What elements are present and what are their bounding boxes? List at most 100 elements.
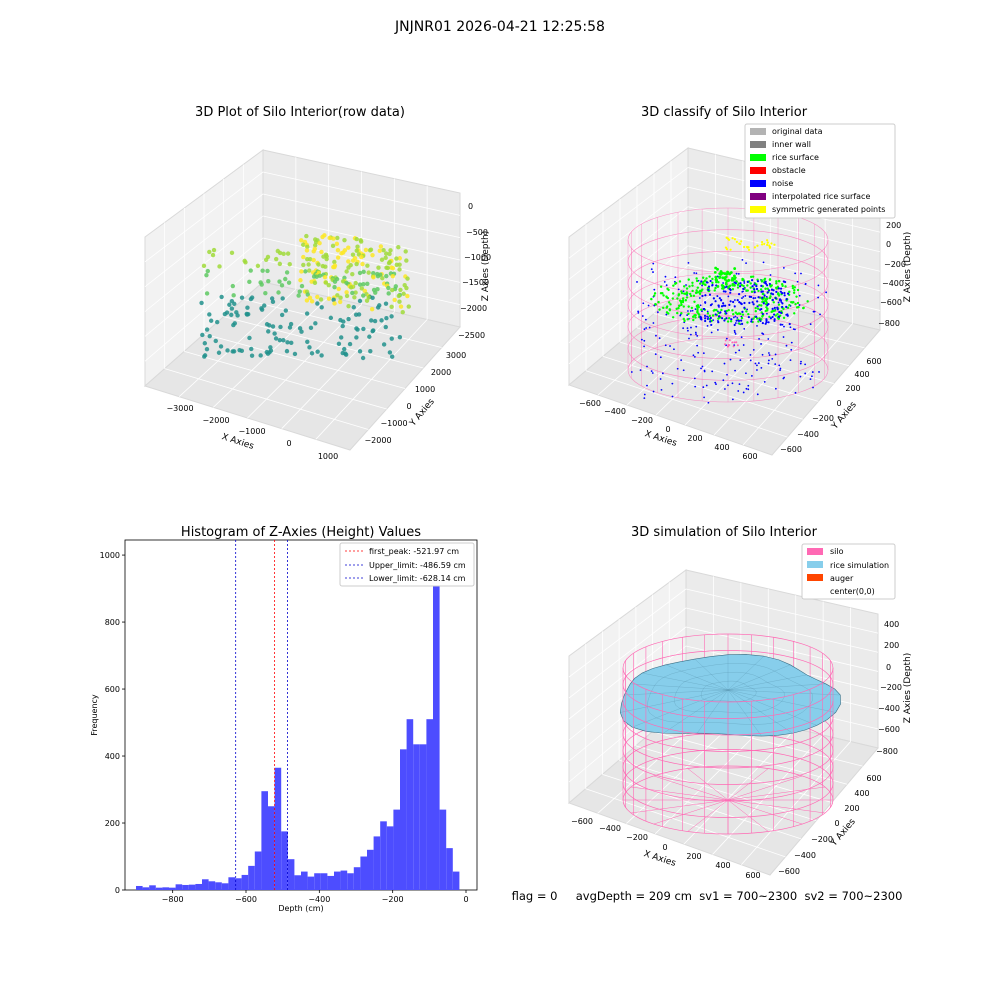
raw-point [265, 351, 271, 356]
noise-point [724, 388, 726, 390]
rice-surface-point [756, 307, 760, 310]
rice-surface-point [691, 284, 694, 287]
raw-point [339, 335, 344, 340]
sim-xtick: 400 [715, 861, 730, 870]
status-line: flag = 0 avgDepth = 209 cm sv1 = 700~230… [512, 889, 903, 903]
raw-point [369, 307, 375, 312]
raw-point [277, 337, 283, 343]
noise-point [742, 295, 745, 298]
grid-line [654, 722, 769, 835]
raw-point [321, 254, 326, 259]
rice-surface-point [761, 300, 764, 304]
wall-point [724, 339, 727, 342]
noise-point [767, 352, 770, 354]
raw-point [225, 348, 230, 353]
sim-ztick: −600 [878, 725, 900, 734]
raw-point [403, 249, 408, 254]
noise-point [664, 275, 667, 278]
hist-legend-box [339, 542, 475, 587]
noise-point [747, 384, 750, 387]
raw-point [379, 257, 385, 262]
grid-line [568, 245, 689, 344]
noise-point [756, 280, 760, 283]
raw-ztick: −500 [466, 228, 488, 237]
raw-point [342, 346, 347, 352]
noise-point [644, 318, 647, 321]
raw-point [338, 295, 343, 300]
hist-xtick-label: −600 [235, 895, 257, 904]
raw-point [323, 264, 328, 269]
grid-line [685, 588, 879, 634]
legend-label-obstacle: obstacle [772, 166, 806, 175]
rice-surface-point [672, 292, 675, 295]
rice-surface-point [738, 322, 741, 325]
grid-line [568, 626, 687, 720]
raw-point [202, 341, 208, 346]
rice-surface-point [795, 295, 798, 298]
raw-point [263, 290, 268, 296]
rice-surface-point [696, 304, 700, 307]
silo-floor-spoke [653, 775, 729, 801]
noise-point [714, 381, 717, 384]
raw-point [308, 325, 314, 331]
raw-point [277, 261, 283, 267]
raw-zlabel: Z Axies (Depth) [481, 231, 491, 302]
noise-point [747, 388, 750, 391]
rice-surface-point [750, 290, 754, 293]
raw-point [381, 247, 386, 253]
raw-point [304, 248, 310, 253]
rice-surface-point [758, 303, 761, 307]
noise-point [752, 303, 755, 306]
noise-point [786, 313, 789, 316]
rice-surface-point [678, 299, 682, 302]
raw-point [401, 291, 406, 296]
noise-point [703, 314, 707, 317]
raw-point [244, 312, 250, 317]
rice-surface-point [708, 314, 711, 318]
noise-point [756, 393, 759, 396]
rice-surface-point [790, 300, 793, 304]
hist-bar [406, 719, 414, 890]
noise-point [734, 351, 737, 354]
noise-point [779, 290, 782, 293]
grid-line [568, 588, 687, 678]
hist-bar [327, 875, 334, 890]
raw-point [375, 305, 381, 310]
hist-title: Histogram of Z-Axies (Height) Values [181, 525, 421, 540]
rice-surface-point [690, 306, 694, 310]
sim-ztick: 0 [886, 663, 891, 672]
raw-point [344, 290, 349, 295]
hist-bar [175, 884, 183, 890]
raw-point [342, 237, 347, 243]
raw-point [307, 295, 313, 300]
raw-point [314, 274, 319, 279]
noise-point [783, 291, 786, 295]
noise-point [729, 291, 732, 294]
noise-point [658, 337, 661, 340]
noise-point [750, 279, 754, 282]
noise-point [643, 393, 646, 396]
classify-xtick: 0 [665, 425, 670, 434]
sim-xtick: 200 [686, 852, 701, 861]
raw-point [367, 248, 373, 253]
noise-point [773, 318, 776, 321]
noise-point [703, 369, 706, 372]
raw-ytick: 3000 [446, 351, 466, 360]
rice-surface-point [742, 284, 745, 288]
classify-ytick: 400 [854, 370, 869, 379]
raw-point [207, 249, 212, 255]
raw-point [273, 336, 279, 341]
raw-point [361, 326, 366, 332]
noise-point [676, 367, 679, 370]
raw-point [405, 293, 410, 299]
sym-point [746, 246, 749, 249]
sym-point [763, 242, 766, 246]
rice-surface-point [793, 286, 796, 289]
noise-point [778, 298, 782, 301]
noise-point [737, 319, 741, 322]
rice-surface-point [716, 267, 719, 271]
noise-point [636, 281, 638, 283]
noise-point [766, 312, 768, 315]
raw-point [200, 332, 205, 338]
noise-point [767, 362, 770, 365]
